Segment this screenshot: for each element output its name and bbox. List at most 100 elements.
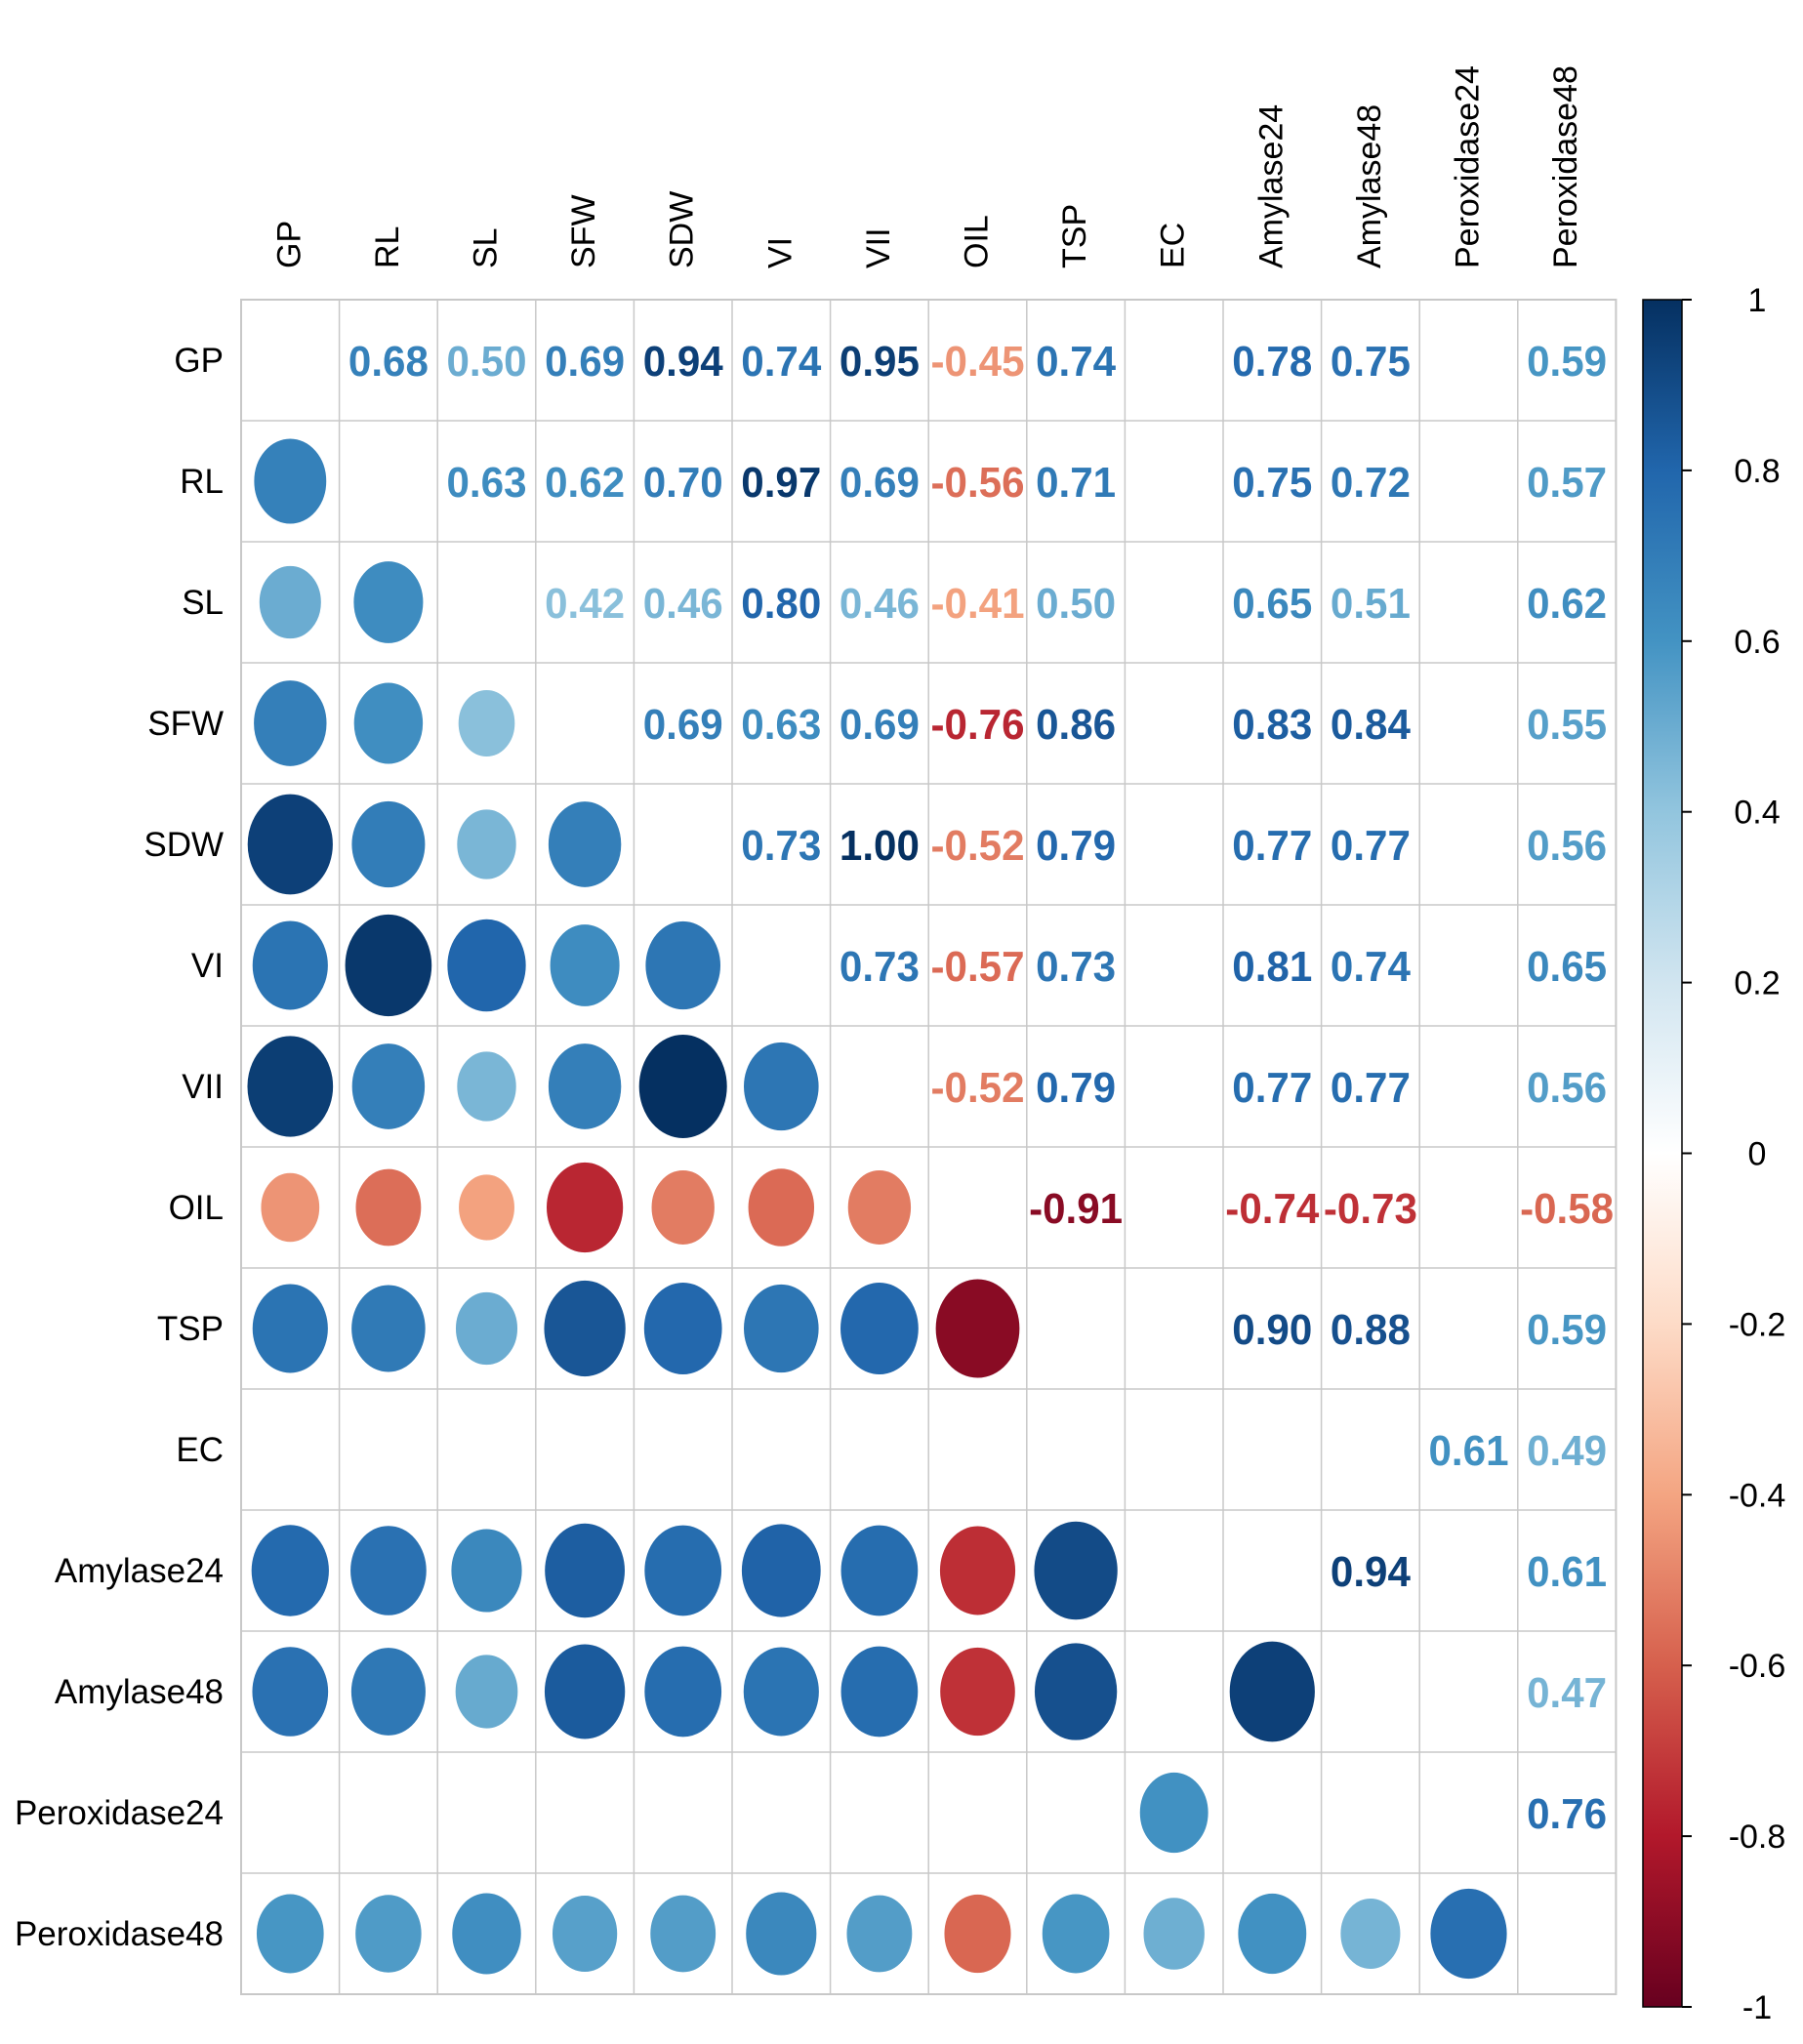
correlation-circle bbox=[648, 1893, 718, 1975]
colorbar-tick-label: -0.8 bbox=[1729, 1819, 1786, 1856]
correlation-circle bbox=[349, 798, 428, 890]
correlation-circle bbox=[741, 1645, 821, 1738]
correlation-circle bbox=[938, 1645, 1017, 1738]
correlation-circle bbox=[542, 1278, 628, 1379]
correlation-circle bbox=[546, 1042, 624, 1131]
correlation-circle bbox=[1040, 1892, 1112, 1976]
correlation-value: 0.84 bbox=[1331, 701, 1412, 749]
column-label: EC bbox=[1155, 223, 1192, 268]
correlation-value: 0.79 bbox=[1036, 822, 1116, 870]
correlation-circle bbox=[250, 1282, 330, 1375]
correlation-circle bbox=[933, 1277, 1022, 1380]
correlation-value: 0.75 bbox=[1331, 338, 1411, 386]
row-label: TSP bbox=[157, 1310, 224, 1348]
correlation-value: -0.45 bbox=[931, 338, 1025, 386]
correlation-circle bbox=[259, 1170, 322, 1245]
colorbar-tick-label: 0.6 bbox=[1734, 624, 1780, 661]
column-label: Peroxidase48 bbox=[1547, 65, 1584, 268]
correlation-value: 0.95 bbox=[840, 338, 920, 386]
correlation-value: 0.69 bbox=[643, 701, 723, 749]
column-label: SL bbox=[468, 227, 505, 268]
correlation-value: 0.73 bbox=[840, 943, 920, 991]
row-label: Amylase48 bbox=[55, 1673, 224, 1711]
correlation-circle bbox=[257, 563, 323, 641]
correlation-value: 0.73 bbox=[1036, 943, 1116, 991]
correlation-circle bbox=[252, 436, 329, 526]
correlation-value: -0.91 bbox=[1029, 1185, 1123, 1233]
column-label: Amylase48 bbox=[1351, 104, 1388, 268]
colorbar-tick-label: -1 bbox=[1742, 1989, 1772, 2026]
correlation-value: 0.79 bbox=[1036, 1064, 1116, 1112]
correlation-value: 0.55 bbox=[1527, 701, 1607, 749]
correlation-circle bbox=[937, 1524, 1018, 1617]
correlation-circle bbox=[543, 1521, 628, 1620]
correlation-value: 0.61 bbox=[1527, 1548, 1607, 1596]
correlation-value: 0.75 bbox=[1232, 459, 1312, 507]
correlation-value: 0.74 bbox=[741, 338, 822, 386]
correlation-value: 0.51 bbox=[1331, 580, 1411, 628]
correlation-circle bbox=[254, 1892, 326, 1976]
correlation-value: 0.69 bbox=[840, 459, 920, 507]
correlation-value: 0.77 bbox=[1232, 1064, 1312, 1112]
correlation-circle bbox=[741, 1282, 821, 1375]
correlation-circle bbox=[250, 919, 330, 1012]
colorbar-tick-label: -0.4 bbox=[1729, 1477, 1786, 1514]
row-label: OIL bbox=[169, 1189, 224, 1227]
correlation-circle bbox=[741, 1040, 821, 1133]
correlation-circle bbox=[351, 680, 426, 766]
correlation-value: 0.86 bbox=[1036, 701, 1116, 749]
correlation-circle bbox=[249, 1523, 331, 1618]
correlation-circle bbox=[449, 1527, 524, 1615]
row-labels: GP RL SL SFW SDW VI VII OIL TSP EC Amylase24 Amylas… bbox=[15, 342, 224, 1953]
correlation-circle bbox=[1236, 1891, 1309, 1977]
correlation-circle bbox=[353, 1893, 424, 1975]
matrix-grid bbox=[240, 299, 1618, 1995]
correlation-value: 0.56 bbox=[1527, 1064, 1607, 1112]
correlation-circle bbox=[1032, 1519, 1120, 1622]
colorbar-tick-label: 0.4 bbox=[1734, 795, 1780, 832]
correlation-value: 0.46 bbox=[840, 580, 920, 628]
row-label: RL bbox=[180, 463, 224, 501]
correlation-value: 0.72 bbox=[1331, 459, 1411, 507]
correlation-circle bbox=[1141, 1896, 1207, 1972]
correlation-value: 0.50 bbox=[447, 338, 527, 386]
colorbar-tick-label: 1 bbox=[1748, 282, 1767, 319]
correlation-circle bbox=[844, 1893, 915, 1975]
correlation-value: 0.70 bbox=[643, 459, 723, 507]
correlation-value: 0.77 bbox=[1331, 1064, 1411, 1112]
correlation-value: 0.65 bbox=[1527, 943, 1607, 991]
column-label: GP bbox=[270, 221, 307, 268]
correlation-circle bbox=[642, 1644, 724, 1739]
colorbar-tick-label: 0.2 bbox=[1734, 965, 1780, 1002]
correlation-value: 0.62 bbox=[1527, 580, 1607, 628]
correlation-value: 0.77 bbox=[1232, 822, 1312, 870]
correlation-circle bbox=[744, 1890, 819, 1978]
correlation-value: 0.77 bbox=[1331, 822, 1411, 870]
correlation-circle bbox=[445, 917, 528, 1014]
correlation-circle bbox=[453, 1289, 520, 1368]
correlation-circle bbox=[348, 1646, 428, 1737]
colorbar-tick-label: 0.8 bbox=[1734, 453, 1780, 490]
correlation-value: -0.76 bbox=[931, 701, 1025, 749]
row-label: VII bbox=[182, 1068, 224, 1106]
correlation-circle bbox=[455, 1049, 518, 1124]
correlation-value: -0.56 bbox=[931, 459, 1025, 507]
correlation-circle bbox=[349, 1042, 428, 1131]
column-label: Amylase24 bbox=[1252, 104, 1290, 268]
correlation-circle bbox=[643, 919, 723, 1012]
correlation-circle bbox=[457, 1172, 516, 1243]
correlation-value: 0.97 bbox=[741, 459, 821, 507]
column-labels: GP RL SL SFW SDW VI VII OIL TSP EC Amylase24 Amylas… bbox=[270, 65, 1584, 268]
correlation-value: 0.59 bbox=[1527, 1306, 1607, 1354]
column-label: VII bbox=[860, 227, 897, 268]
correlation-circle bbox=[250, 1645, 331, 1738]
correlation-value: 0.83 bbox=[1232, 701, 1312, 749]
correlation-circle bbox=[942, 1892, 1013, 1976]
correlation-value: 0.57 bbox=[1527, 459, 1607, 507]
correlation-circle bbox=[349, 1283, 428, 1374]
correlation-value: -0.73 bbox=[1324, 1185, 1417, 1233]
correlation-value: 0.46 bbox=[643, 580, 723, 628]
correlation-circle bbox=[1227, 1639, 1317, 1744]
correlation-value: 0.47 bbox=[1527, 1669, 1607, 1717]
correlation-value: 0.73 bbox=[741, 822, 821, 870]
